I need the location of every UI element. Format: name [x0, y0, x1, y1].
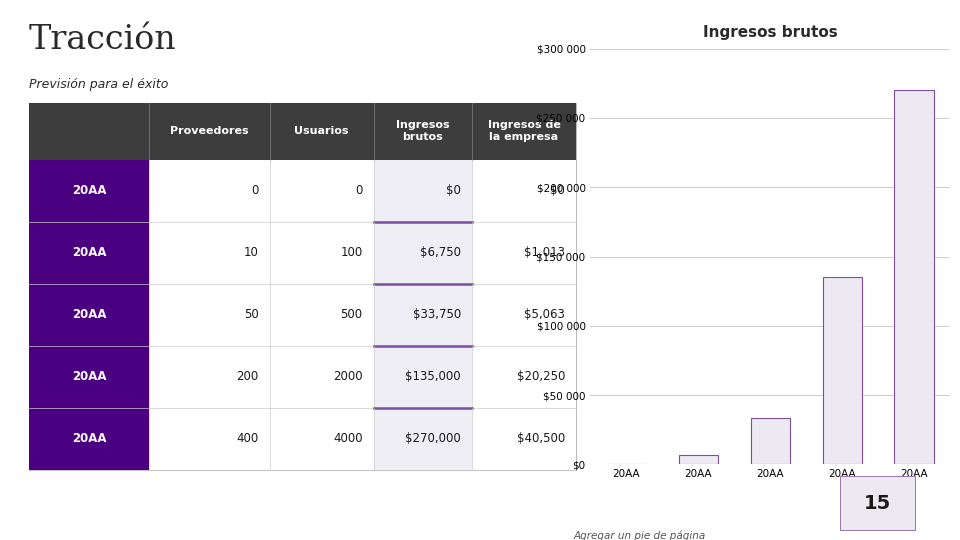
FancyBboxPatch shape — [270, 408, 373, 470]
FancyBboxPatch shape — [149, 284, 270, 346]
Text: 10: 10 — [244, 246, 258, 259]
FancyBboxPatch shape — [29, 346, 149, 408]
FancyBboxPatch shape — [270, 159, 373, 221]
Text: Contoso Ltd.: Contoso Ltd. — [607, 501, 696, 514]
FancyBboxPatch shape — [472, 159, 576, 221]
Text: $33,750: $33,750 — [413, 308, 461, 321]
Text: $0: $0 — [550, 184, 565, 197]
Text: $0: $0 — [446, 184, 461, 197]
Text: 20AA: 20AA — [72, 370, 107, 383]
Title: Ingresos brutos: Ingresos brutos — [703, 25, 838, 40]
FancyBboxPatch shape — [270, 103, 373, 159]
FancyBboxPatch shape — [373, 159, 472, 221]
Text: 500: 500 — [341, 308, 363, 321]
FancyBboxPatch shape — [270, 284, 373, 346]
Text: Tracción: Tracción — [29, 24, 177, 56]
Text: $6,750: $6,750 — [420, 246, 461, 259]
FancyBboxPatch shape — [270, 221, 373, 284]
FancyBboxPatch shape — [373, 221, 472, 284]
Text: 0: 0 — [355, 184, 363, 197]
FancyBboxPatch shape — [373, 284, 472, 346]
Text: 100: 100 — [341, 246, 363, 259]
Text: Proveedores: Proveedores — [170, 126, 249, 136]
Text: Usuarios: Usuarios — [295, 126, 348, 136]
Text: 4000: 4000 — [333, 433, 363, 446]
FancyBboxPatch shape — [472, 284, 576, 346]
Bar — [679, 455, 718, 464]
Text: $1,013: $1,013 — [524, 246, 565, 259]
Text: 20AA: 20AA — [72, 433, 107, 446]
Text: 0: 0 — [252, 184, 258, 197]
Text: 20AA: 20AA — [72, 246, 107, 259]
Text: 400: 400 — [236, 433, 258, 446]
Bar — [751, 417, 790, 464]
FancyBboxPatch shape — [373, 346, 472, 408]
Text: 200: 200 — [236, 370, 258, 383]
FancyBboxPatch shape — [29, 284, 149, 346]
FancyBboxPatch shape — [29, 159, 149, 221]
Bar — [823, 277, 862, 464]
FancyBboxPatch shape — [149, 346, 270, 408]
Bar — [895, 90, 934, 464]
FancyBboxPatch shape — [29, 221, 149, 284]
Text: $270,000: $270,000 — [405, 433, 461, 446]
Text: 20AA: 20AA — [72, 308, 107, 321]
FancyBboxPatch shape — [29, 408, 149, 470]
Text: 20AA: 20AA — [72, 184, 107, 197]
Text: $5,063: $5,063 — [524, 308, 565, 321]
Bar — [577, 496, 598, 519]
FancyBboxPatch shape — [472, 346, 576, 408]
Text: $135,000: $135,000 — [405, 370, 461, 383]
Text: 2000: 2000 — [333, 370, 363, 383]
FancyBboxPatch shape — [472, 103, 576, 159]
FancyBboxPatch shape — [270, 346, 373, 408]
FancyBboxPatch shape — [29, 103, 149, 159]
Text: $40,500: $40,500 — [516, 433, 565, 446]
FancyBboxPatch shape — [149, 103, 270, 159]
Text: Ingresos de
la empresa: Ingresos de la empresa — [488, 120, 561, 142]
Text: Ingresos
brutos: Ingresos brutos — [396, 120, 449, 142]
FancyBboxPatch shape — [472, 221, 576, 284]
Text: Agregar un pie de página: Agregar un pie de página — [573, 531, 706, 540]
Text: $20,250: $20,250 — [516, 370, 565, 383]
FancyBboxPatch shape — [149, 221, 270, 284]
FancyBboxPatch shape — [472, 408, 576, 470]
Text: Previsión para el éxito: Previsión para el éxito — [29, 78, 168, 91]
FancyBboxPatch shape — [373, 408, 472, 470]
FancyBboxPatch shape — [373, 103, 472, 159]
FancyBboxPatch shape — [149, 408, 270, 470]
FancyBboxPatch shape — [149, 159, 270, 221]
Text: 50: 50 — [244, 308, 258, 321]
Text: 15: 15 — [864, 494, 891, 513]
